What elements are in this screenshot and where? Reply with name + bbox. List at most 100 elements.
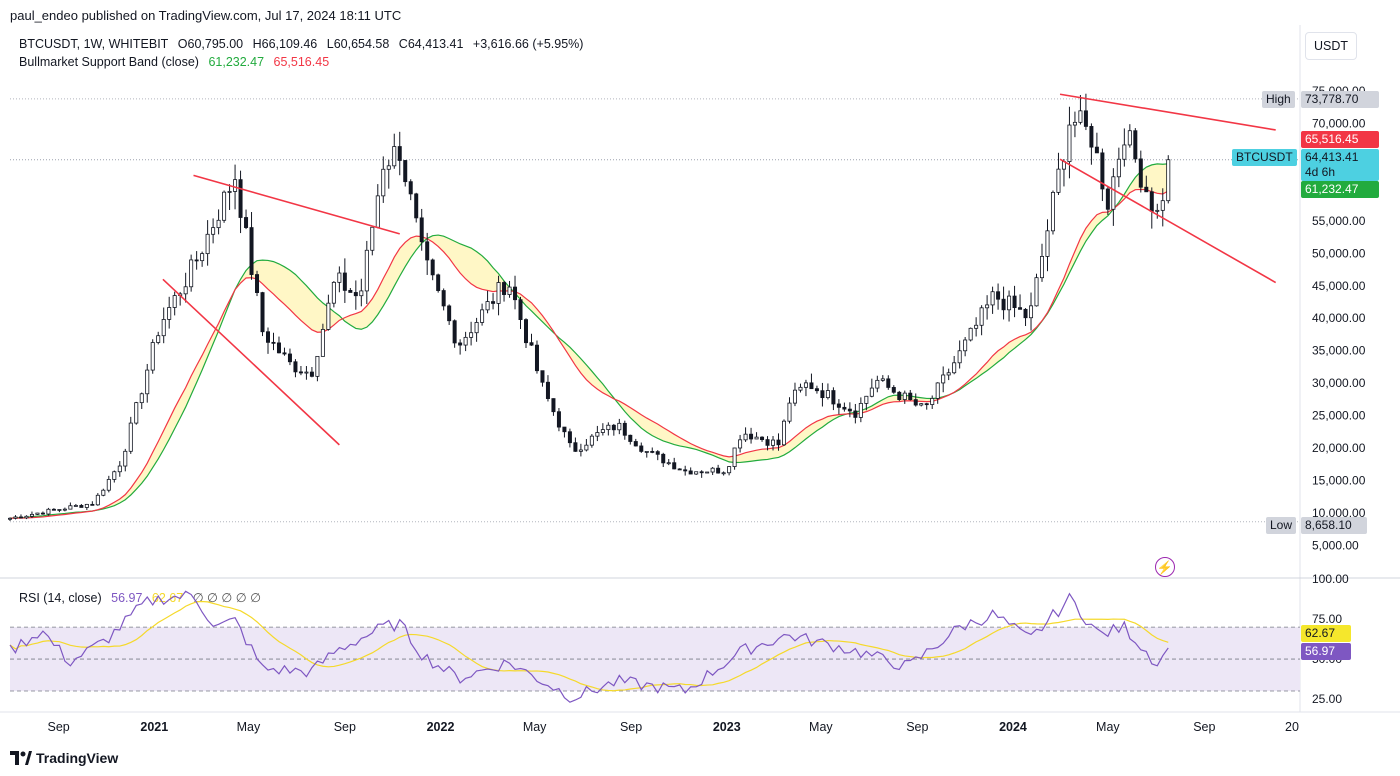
candle-body [134,402,139,424]
candle-body [139,393,144,404]
rsi-line [9,590,1169,703]
tradingview-logo[interactable]: TradingView [10,750,118,766]
candle-body [919,403,924,406]
candle-body [183,286,188,295]
candle-body [403,160,408,183]
lightning-icon[interactable]: ⚡ [1155,557,1175,577]
indicator-value-sma: 61,232.47 [208,55,265,69]
time-axis-tick: Sep [1193,720,1215,734]
candle-body [276,342,281,354]
candle-body [617,422,622,431]
rsi-legend[interactable]: RSI (14, close) 56.97 62.67 ∅ ∅ ∅ ∅ ∅ [19,590,267,605]
sma-price-label: 61,232.47 [1301,181,1379,198]
candle-body [666,462,671,465]
candle-body [106,479,111,491]
candle-body [545,381,550,399]
tradingview-wordmark: TradingView [36,750,119,766]
indicator-name: Bullmarket Support Band (close) [19,55,199,69]
candle-body [836,403,841,408]
candle-body [996,291,1001,300]
candle-body [156,335,161,343]
candle-body [337,272,342,283]
ohlc-close: C64,413.41 [398,37,464,51]
candle-body [1155,209,1160,212]
candle-body [930,398,935,405]
candle-body [408,181,413,195]
candle-body [562,426,567,433]
high-value-label: 73,778.70 [1301,90,1379,108]
candle-body [84,503,89,508]
rsi-axis-tick: 75.00 [1312,612,1342,626]
time-axis-tick: Sep [334,720,356,734]
tradingview-logo-icon [10,751,32,765]
price-axis-tick: 40,000.00 [1312,311,1366,325]
candle-body [29,513,34,517]
candle-body [95,494,100,506]
candle-body [628,434,633,442]
time-axis-tick: 2023 [713,720,741,734]
candle-body [1072,121,1077,126]
price-axis-tick: 25,000.00 [1312,409,1366,423]
candle-body [633,441,638,447]
trendline [1059,158,1277,284]
candle-body [211,227,216,235]
candle-body [172,295,177,308]
candle-body [639,445,644,452]
candle-body [540,370,545,383]
candle-body [1083,110,1088,127]
low-tag: Low [1266,517,1297,534]
rsi-ma-label: 62.67 [1301,625,1351,642]
rsi-value-label: 56.97 [1301,643,1351,660]
candle-body [578,449,583,452]
candle-body [90,503,95,506]
candle-body [117,465,122,473]
rsi-axis-tick: 100.00 [1312,572,1349,586]
candle-body [787,402,792,422]
candle-body [392,146,397,167]
candle-body [145,369,150,395]
price-axis-tick: 50,000.00 [1312,246,1366,260]
candle-body [820,390,825,399]
candle-body [73,505,78,507]
candle-body [584,444,589,451]
indicator-value-ema: 65,516.45 [273,55,330,69]
candle-body [452,320,457,344]
candle-body [809,382,814,390]
candle-body [255,274,260,293]
candle-body [897,391,902,400]
candle-body [589,435,594,446]
time-axis-tick: May [1096,720,1120,734]
trendline [162,278,340,446]
candle-body [194,259,199,262]
rsi-axis-tick: 25.00 [1312,692,1342,706]
candle-body [79,505,84,508]
symbol-line: BTCUSDT, 1W, WHITEBIT [19,37,169,51]
candle-body [853,410,858,418]
candle-body [644,451,649,453]
candle-body [869,387,874,397]
ohlc-high: H66,109.46 [252,37,318,51]
price-axis-tick: 10,000.00 [1312,506,1366,520]
candle-body [886,378,891,388]
indicator-legend[interactable]: Bullmarket Support Band (close) 61,232.4… [19,55,335,69]
candle-body [1133,130,1138,160]
candle-body [556,411,561,428]
candle-body [227,191,232,193]
candle-body [502,282,507,295]
candle-body [573,442,578,452]
candle-body [941,374,946,384]
candle-body [952,362,957,374]
candle-body [112,471,117,480]
time-axis-tick: May [809,720,833,734]
candle-body [760,436,765,440]
candle-body [1001,298,1006,311]
candle-body [57,509,62,511]
currency-button[interactable]: USDT [1305,32,1357,60]
candle-body [425,241,430,261]
candle-body [699,471,704,474]
candle-body [375,195,380,228]
trendline [1059,93,1276,131]
candle-body [864,395,869,404]
candle-body [364,249,369,292]
